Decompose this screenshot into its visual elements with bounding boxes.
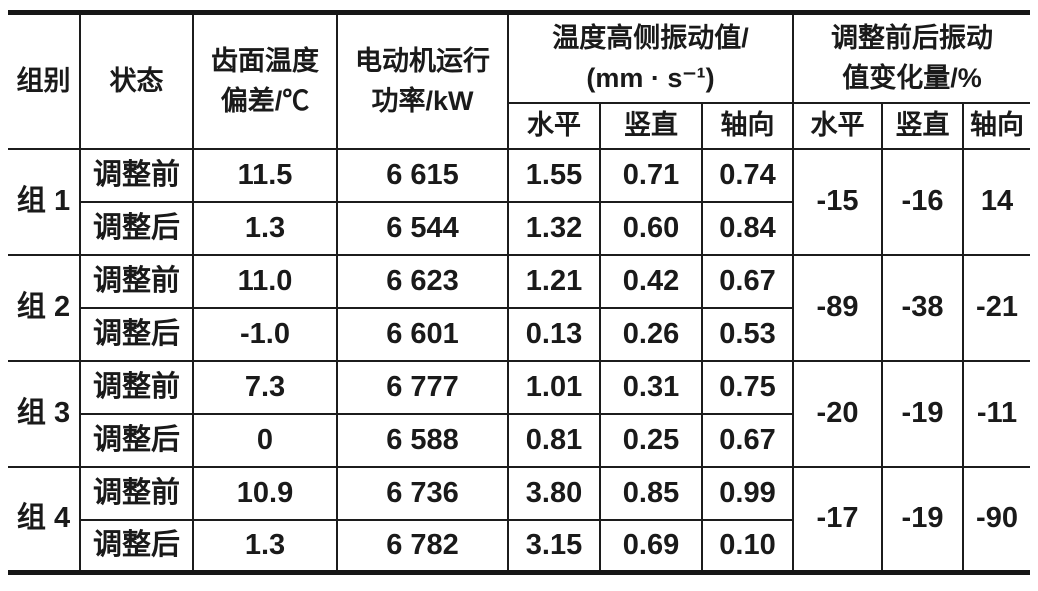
cell-change-a: -21 xyxy=(961,253,1031,362)
cell-vib-v: 0.42 xyxy=(599,253,703,309)
cell-state: 调整前 xyxy=(79,465,194,521)
cell-vib-a: 0.53 xyxy=(701,306,794,362)
cell-vib-a: 0.67 xyxy=(701,253,794,309)
cell-change-h: -17 xyxy=(792,465,883,574)
cell-power: 6 736 xyxy=(336,465,509,521)
vibration-data-table: 组别 状态 齿面温度 偏差/℃ 电动机运行 功率/kW 温度高侧振动值/ (mm… xyxy=(8,10,1031,575)
header-row-top: 组别 状态 齿面温度 偏差/℃ 电动机运行 功率/kW 温度高侧振动值/ (mm… xyxy=(8,11,1031,150)
table-row-g1-after: 调整后 1.3 6 544 1.32 0.60 0.84 xyxy=(8,200,1030,256)
cell-vib-h: 0.13 xyxy=(507,306,601,362)
cell-power: 6 623 xyxy=(336,253,509,309)
cell-temp: 11.0 xyxy=(192,253,338,309)
cell-temp: 1.3 xyxy=(192,518,338,574)
cell-vib-h: 1.01 xyxy=(507,359,601,415)
cell-change-v: -38 xyxy=(881,253,964,362)
cell-vib-a: 0.99 xyxy=(701,465,794,521)
table-row-g3-after: 调整后 0 6 588 0.81 0.25 0.67 xyxy=(8,412,1030,468)
cell-change-a: 14 xyxy=(961,147,1031,256)
table-row-g2-after: 调整后 -1.0 6 601 0.13 0.26 0.53 xyxy=(8,306,1030,362)
cell-temp: -1.0 xyxy=(192,306,338,362)
table-row-g4-after: 调整后 1.3 6 782 3.15 0.69 0.10 xyxy=(8,518,1030,574)
cell-change-v: -19 xyxy=(881,465,964,574)
cell-change-v: -19 xyxy=(881,359,964,468)
sub-header-vibration-axial: 轴向 xyxy=(701,101,794,150)
cell-vib-a: 0.74 xyxy=(701,147,794,203)
col-group-header-vibration: 温度高侧振动值/ (mm · s⁻¹) xyxy=(507,11,794,104)
table-row-g3-before: 组 3 调整前 7.3 6 777 1.01 0.31 0.75 -20 -19… xyxy=(8,359,1031,468)
col-header-motor-power: 电动机运行 功率/kW xyxy=(336,11,509,150)
cell-vib-h: 1.55 xyxy=(507,147,601,203)
cell-vib-a: 0.84 xyxy=(701,200,794,256)
cell-vib-v: 0.85 xyxy=(599,465,703,521)
cell-vib-a: 0.10 xyxy=(701,518,794,574)
col-header-group: 组别 xyxy=(8,11,81,150)
table-row-g4-before: 组 4 调整前 10.9 6 736 3.80 0.85 0.99 -17 -1… xyxy=(8,465,1031,574)
cell-temp: 7.3 xyxy=(192,359,338,415)
cell-group-name: 组 1 xyxy=(8,147,81,256)
col-header-temp-deviation: 齿面温度 偏差/℃ xyxy=(192,11,338,150)
sub-header-change-vertical: 竖直 xyxy=(881,101,964,150)
cell-power: 6 588 xyxy=(336,412,509,468)
cell-vib-v: 0.69 xyxy=(599,518,703,574)
cell-vib-v: 0.60 xyxy=(599,200,703,256)
cell-vib-a: 0.75 xyxy=(701,359,794,415)
cell-vib-h: 1.21 xyxy=(507,253,601,309)
cell-vib-a: 0.67 xyxy=(701,412,794,468)
cell-power: 6 782 xyxy=(336,518,509,574)
table-row-g1-before: 组 1 调整前 11.5 6 615 1.55 0.71 0.74 -15 -1… xyxy=(8,147,1031,256)
cell-change-v: -16 xyxy=(881,147,964,256)
cell-vib-h: 1.32 xyxy=(507,200,601,256)
cell-vib-v: 0.31 xyxy=(599,359,703,415)
cell-state: 调整前 xyxy=(79,253,194,309)
sub-header-vibration-vertical: 竖直 xyxy=(599,101,703,150)
header-row-sub: 水平 竖直 轴向 水平 竖直 轴向 xyxy=(8,101,1031,150)
cell-vib-v: 0.71 xyxy=(599,147,703,203)
cell-change-h: -20 xyxy=(792,359,883,468)
cell-state: 调整前 xyxy=(79,147,194,203)
cell-temp: 1.3 xyxy=(192,200,338,256)
cell-power: 6 615 xyxy=(336,147,509,203)
sub-header-change-axial: 轴向 xyxy=(961,101,1031,150)
cell-change-a: -11 xyxy=(961,359,1031,468)
cell-change-a: -90 xyxy=(961,465,1031,574)
cell-group-name: 组 4 xyxy=(8,465,81,574)
cell-power: 6 777 xyxy=(336,359,509,415)
table-row-g2-before: 组 2 调整前 11.0 6 623 1.21 0.42 0.67 -89 -3… xyxy=(8,253,1031,362)
cell-temp: 11.5 xyxy=(192,147,338,203)
cell-group-name: 组 3 xyxy=(8,359,81,468)
cell-temp: 0 xyxy=(192,412,338,468)
cell-vib-h: 3.15 xyxy=(507,518,601,574)
cell-power: 6 544 xyxy=(336,200,509,256)
cell-change-h: -15 xyxy=(792,147,883,256)
cell-vib-v: 0.25 xyxy=(599,412,703,468)
cell-state: 调整前 xyxy=(79,359,194,415)
cell-temp: 10.9 xyxy=(192,465,338,521)
cell-vib-h: 0.81 xyxy=(507,412,601,468)
cell-state: 调整后 xyxy=(79,518,194,574)
cell-group-name: 组 2 xyxy=(8,253,81,362)
cell-state: 调整后 xyxy=(79,306,194,362)
cell-state: 调整后 xyxy=(79,200,194,256)
cell-change-h: -89 xyxy=(792,253,883,362)
cell-power: 6 601 xyxy=(336,306,509,362)
sub-header-change-horizontal: 水平 xyxy=(792,101,883,150)
cell-vib-h: 3.80 xyxy=(507,465,601,521)
cell-state: 调整后 xyxy=(79,412,194,468)
col-group-header-change: 调整前后振动 值变化量/% xyxy=(791,11,1031,104)
col-header-state: 状态 xyxy=(79,11,194,150)
sub-header-vibration-horizontal: 水平 xyxy=(507,101,601,150)
cell-vib-v: 0.26 xyxy=(599,306,703,362)
